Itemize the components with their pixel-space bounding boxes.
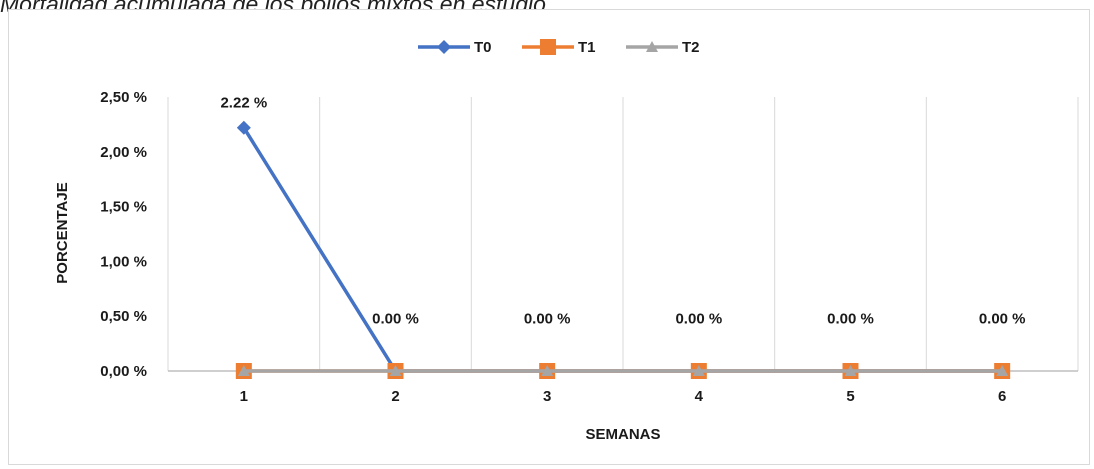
data-label: 2.22 % [220,95,267,112]
y-tick-label: 1,00 % [100,253,147,270]
y-tick-label: 0,50 % [100,308,147,325]
y-tick-label: 1,50 % [100,199,147,216]
legend-label: T0 [474,39,492,56]
data-point [844,365,857,376]
data-label: 0.00 % [524,311,571,328]
legend-label: T1 [578,39,596,56]
legend-item-T0: T0 [418,39,492,56]
legend-marker [437,40,451,54]
legend-item-T1: T1 [522,39,596,56]
x-tick-label: 1 [240,388,248,405]
data-point [996,365,1009,376]
series-T2 [237,365,1009,376]
x-tick-label: 5 [846,388,854,405]
data-point [236,120,251,135]
x-tick-label: 6 [998,388,1006,405]
data-point [541,365,554,376]
legend-marker [646,41,658,52]
data-label: 0.00 % [372,311,419,328]
legend-item-T2: T2 [626,39,700,56]
x-tick-label: 3 [543,388,551,405]
legend-marker [540,39,556,55]
data-point [237,365,250,376]
legend: T0 T1 T2 [418,39,700,56]
y-tick-label: 0,00 % [100,363,147,380]
y-axis-title: PORCENTAJE [54,182,71,283]
x-tick-labels: 1 2 3 4 5 6 [240,388,1007,405]
data-point [692,365,705,376]
vertical-gridlines [167,97,1079,371]
legend-label: T2 [682,39,700,56]
data-labels: 2.22 % 0.00 % 0.00 % 0.00 % 0.00 % 0.00 % [220,95,1025,328]
data-label: 0.00 % [675,311,722,328]
x-tick-label: 2 [391,388,399,405]
data-point [389,365,402,376]
y-tick-labels: 0,00 % 0,50 % 1,00 % 1,50 % 2,00 % 2,50 % [100,89,147,380]
series-layer [235,120,1011,379]
chart-frame [8,9,1090,465]
x-tick-label: 4 [695,388,704,405]
y-tick-label: 2,50 % [100,89,147,106]
y-tick-label: 2,00 % [100,144,147,161]
x-axis-title: SEMANAS [585,426,660,443]
data-label: 0.00 % [827,311,874,328]
data-label: 0.00 % [979,311,1026,328]
